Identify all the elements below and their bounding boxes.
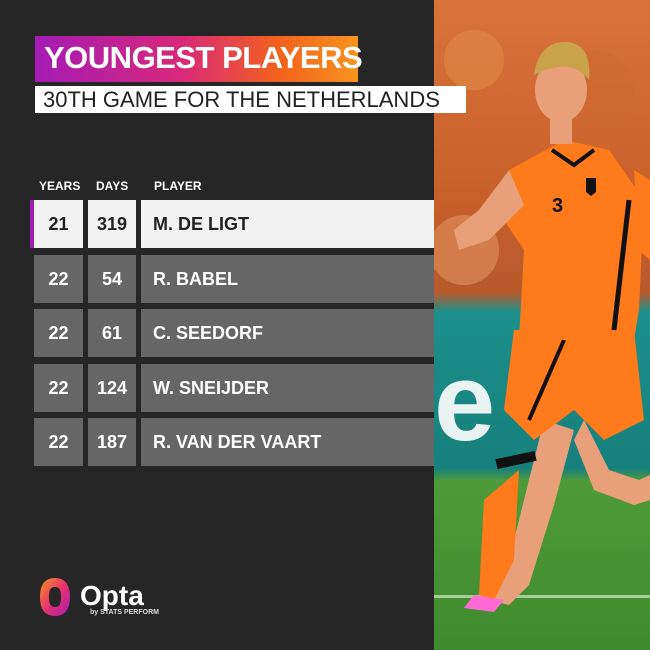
player-photo: e 3 bbox=[434, 0, 650, 650]
highlight-marker bbox=[30, 200, 35, 248]
svg-text:3: 3 bbox=[552, 195, 563, 217]
subtitle-banner bbox=[35, 86, 466, 113]
player-cell: R. VAN DER VAART bbox=[141, 418, 434, 466]
opta-logo-icon bbox=[40, 578, 70, 616]
player-photo-icon: e 3 bbox=[434, 30, 650, 612]
brand-tagline: by STATS PERFORM bbox=[90, 609, 159, 616]
header-days: DAYS bbox=[96, 179, 129, 193]
player-cell: W. SNEIJDER bbox=[141, 364, 434, 412]
days-cell: 124 bbox=[88, 364, 136, 412]
years-cell: 22 bbox=[34, 255, 83, 303]
years-cell: 22 bbox=[34, 364, 83, 412]
days-cell: 187 bbox=[88, 418, 136, 466]
years-cell: 22 bbox=[34, 418, 83, 466]
player-cell: M. DE LIGT bbox=[141, 200, 434, 248]
days-cell: 61 bbox=[88, 309, 136, 357]
player-cell: R. BABEL bbox=[141, 255, 434, 303]
years-cell: 21 bbox=[34, 200, 83, 248]
header-player: PLAYER bbox=[154, 179, 202, 193]
brand-name: Opta bbox=[80, 580, 144, 611]
title-banner bbox=[35, 36, 358, 82]
days-cell: 54 bbox=[88, 255, 136, 303]
page-subtitle: 30TH GAME FOR THE NETHERLANDS bbox=[43, 87, 440, 112]
header-years: YEARS bbox=[39, 179, 81, 193]
days-cell: 319 bbox=[88, 200, 136, 248]
years-cell: 22 bbox=[34, 309, 83, 357]
page-title: YOUNGEST PLAYERS bbox=[44, 40, 363, 75]
player-cell: C. SEEDORF bbox=[141, 309, 434, 357]
svg-text:e: e bbox=[434, 341, 495, 464]
